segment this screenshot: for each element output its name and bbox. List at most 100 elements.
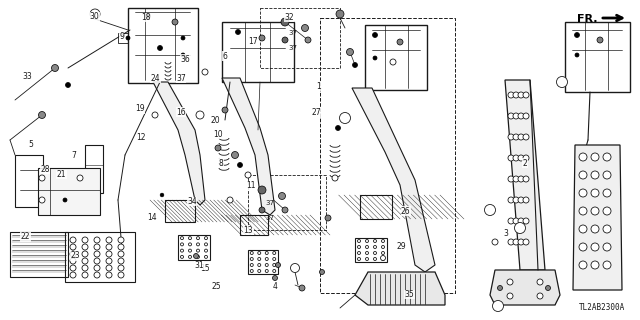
- Circle shape: [495, 302, 502, 309]
- Text: 14: 14: [147, 213, 157, 222]
- Circle shape: [518, 197, 524, 203]
- Text: 16: 16: [176, 108, 186, 116]
- Circle shape: [196, 243, 200, 246]
- Circle shape: [145, 13, 150, 19]
- Text: 6: 6: [223, 52, 228, 60]
- Circle shape: [579, 153, 587, 161]
- Circle shape: [94, 251, 100, 257]
- Bar: [240, 215, 268, 235]
- Circle shape: [106, 272, 112, 278]
- Circle shape: [513, 218, 519, 224]
- Text: 27: 27: [312, 108, 322, 116]
- Circle shape: [358, 239, 360, 243]
- Circle shape: [518, 155, 524, 161]
- Circle shape: [493, 300, 504, 311]
- Circle shape: [273, 263, 276, 267]
- Text: 34: 34: [187, 197, 197, 206]
- Bar: [248, 250, 278, 274]
- Circle shape: [579, 189, 587, 197]
- Bar: [128, 8, 198, 83]
- Circle shape: [523, 113, 529, 119]
- Circle shape: [579, 225, 587, 233]
- Circle shape: [245, 172, 251, 178]
- Circle shape: [189, 255, 191, 258]
- Circle shape: [273, 252, 276, 254]
- Circle shape: [575, 53, 579, 57]
- Text: TL2AB2300A: TL2AB2300A: [579, 303, 625, 313]
- Circle shape: [205, 249, 207, 252]
- Polygon shape: [505, 80, 545, 270]
- Circle shape: [372, 33, 378, 37]
- Text: 32: 32: [284, 13, 294, 22]
- Circle shape: [259, 35, 265, 41]
- Circle shape: [579, 207, 587, 215]
- Text: 7: 7: [71, 151, 76, 160]
- Circle shape: [39, 197, 45, 203]
- Circle shape: [358, 258, 360, 260]
- Circle shape: [275, 262, 280, 268]
- Circle shape: [118, 265, 124, 271]
- Circle shape: [196, 236, 200, 240]
- Text: 10: 10: [212, 130, 223, 139]
- Circle shape: [39, 175, 45, 181]
- Circle shape: [236, 29, 241, 35]
- Text: 30: 30: [90, 12, 100, 21]
- Circle shape: [94, 237, 100, 243]
- Circle shape: [579, 171, 587, 179]
- Text: FR.: FR.: [577, 14, 598, 24]
- Circle shape: [305, 37, 311, 43]
- Circle shape: [319, 269, 324, 275]
- Circle shape: [250, 252, 253, 254]
- Circle shape: [70, 244, 76, 250]
- Circle shape: [603, 171, 611, 179]
- Circle shape: [118, 244, 124, 250]
- Circle shape: [518, 218, 524, 224]
- Circle shape: [70, 258, 76, 264]
- Circle shape: [508, 176, 514, 182]
- Bar: [360, 195, 392, 219]
- Circle shape: [508, 134, 514, 140]
- Circle shape: [180, 236, 184, 240]
- Circle shape: [205, 243, 207, 246]
- Text: 22: 22: [21, 232, 30, 241]
- Circle shape: [591, 261, 599, 269]
- Circle shape: [516, 225, 524, 231]
- Text: 37: 37: [176, 74, 186, 83]
- Text: 26: 26: [401, 207, 411, 216]
- Circle shape: [492, 239, 498, 245]
- Circle shape: [336, 10, 344, 18]
- Polygon shape: [352, 88, 435, 272]
- Text: 31: 31: [194, 261, 204, 270]
- Circle shape: [523, 218, 529, 224]
- Bar: [320, 18, 455, 293]
- Circle shape: [222, 107, 228, 113]
- Circle shape: [339, 113, 351, 124]
- Circle shape: [70, 251, 76, 257]
- Circle shape: [508, 197, 514, 203]
- Circle shape: [196, 249, 200, 252]
- Bar: [248, 175, 326, 230]
- Circle shape: [273, 258, 276, 260]
- Circle shape: [537, 293, 543, 299]
- Circle shape: [591, 225, 599, 233]
- Circle shape: [63, 198, 67, 202]
- Circle shape: [373, 56, 377, 60]
- Bar: [165, 200, 195, 222]
- Circle shape: [215, 145, 221, 151]
- Circle shape: [497, 285, 502, 291]
- Circle shape: [258, 263, 260, 267]
- Circle shape: [282, 37, 288, 43]
- Circle shape: [591, 243, 599, 251]
- Circle shape: [591, 153, 599, 161]
- Text: 23: 23: [70, 252, 81, 260]
- Circle shape: [332, 175, 338, 181]
- Circle shape: [591, 189, 599, 197]
- Polygon shape: [222, 78, 275, 215]
- Circle shape: [523, 155, 529, 161]
- Circle shape: [508, 155, 514, 161]
- Text: 3: 3: [503, 229, 508, 238]
- Circle shape: [513, 239, 519, 245]
- Circle shape: [513, 197, 519, 203]
- Bar: [365, 25, 427, 90]
- Circle shape: [106, 244, 112, 250]
